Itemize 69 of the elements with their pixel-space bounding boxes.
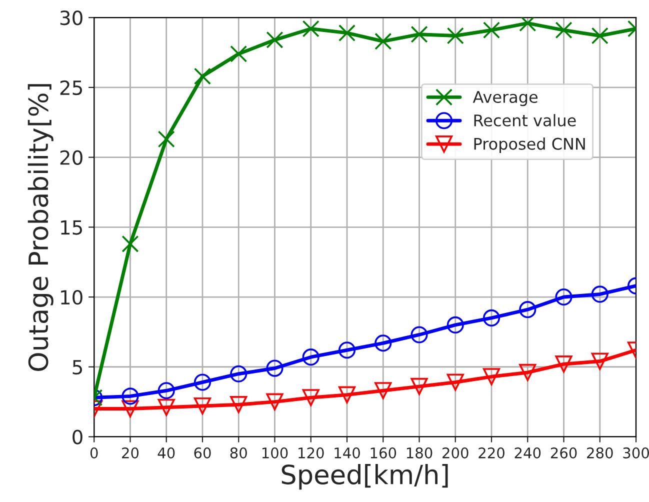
point	[374, 382, 392, 400]
point	[555, 22, 572, 39]
legend-label: Proposed CNN	[474, 138, 585, 153]
x-tick-label: 100	[262, 447, 288, 458]
point	[158, 130, 175, 148]
x-tick-label: 240	[514, 447, 541, 458]
y-tick-label: 0	[72, 430, 82, 444]
point	[555, 356, 572, 373]
point	[302, 389, 320, 406]
point	[266, 360, 284, 377]
point	[158, 382, 175, 400]
point	[519, 364, 536, 382]
point	[194, 68, 212, 85]
y-tick-label: 20	[60, 150, 82, 165]
point	[446, 374, 464, 391]
point	[374, 32, 392, 50]
point	[410, 326, 428, 344]
point	[122, 235, 139, 252]
x-tick-label: 160	[370, 447, 396, 458]
x-tick-label: 40	[158, 447, 175, 458]
point	[302, 20, 320, 38]
x-tick-label: 120	[298, 447, 324, 458]
x-tick-label: 60	[194, 447, 211, 458]
point	[122, 400, 139, 418]
point	[591, 27, 608, 44]
legend-label: Recent value	[474, 114, 576, 126]
point	[302, 348, 320, 366]
point	[194, 397, 212, 415]
point	[230, 396, 248, 414]
x-tick-label: 0	[90, 447, 98, 458]
point	[374, 334, 392, 352]
x-tick-label: 20	[122, 447, 139, 458]
point	[338, 342, 356, 359]
point	[555, 288, 572, 306]
x-tick-label: 220	[478, 447, 504, 458]
y-axis-title: Outage Probability[%]	[28, 84, 54, 371]
x-tick-label: 140	[334, 447, 360, 458]
point	[446, 316, 464, 334]
point	[482, 309, 500, 327]
point	[266, 31, 284, 48]
y-tick-label: 25	[60, 80, 82, 96]
legend-label: Average	[472, 91, 538, 106]
point	[591, 286, 608, 303]
x-tick-label: 260	[550, 447, 577, 458]
point	[338, 386, 356, 404]
point	[519, 301, 536, 318]
point	[158, 398, 175, 416]
x-tick-label: 180	[406, 447, 432, 458]
x-tick-label: 280	[587, 447, 613, 458]
point	[266, 393, 284, 410]
x-tick-label: 80	[230, 447, 247, 458]
point	[482, 368, 500, 386]
point	[194, 374, 212, 391]
y-tick-label: 15	[61, 220, 82, 235]
y-tick-label: 5	[72, 360, 82, 375]
point	[230, 45, 248, 62]
point	[122, 388, 139, 405]
x-axis-title: Speed[km/h]	[282, 464, 448, 490]
y-tick-label: 10	[61, 290, 82, 305]
point	[410, 378, 428, 395]
point	[410, 26, 428, 43]
x-tick-label: 300	[623, 447, 649, 458]
x-tick-label: 200	[442, 447, 468, 458]
point	[482, 22, 500, 39]
point	[338, 24, 356, 42]
y-tick-label: 30	[60, 10, 82, 26]
point	[591, 352, 608, 370]
point	[446, 27, 464, 44]
point	[230, 365, 248, 382]
